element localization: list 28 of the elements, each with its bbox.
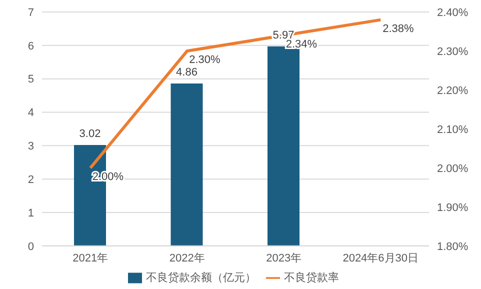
y2-tick-label: 1.90% bbox=[437, 202, 468, 214]
data-label: 2.38% bbox=[382, 22, 414, 35]
y2-tick-label: 2.30% bbox=[437, 46, 468, 58]
y-tick-label: 5 bbox=[28, 74, 34, 86]
x-tick-label: 2022年 bbox=[169, 252, 205, 265]
y2-tick-label: 2.40% bbox=[437, 6, 468, 19]
y2-tick-label: 2.10% bbox=[437, 124, 468, 136]
data-label: 2.30% bbox=[189, 54, 221, 66]
y-tick-label: 6 bbox=[28, 40, 34, 52]
y2-tick-label: 2.20% bbox=[437, 84, 468, 97]
data-label: 3.02 bbox=[79, 128, 101, 140]
y-tick-label: 3 bbox=[28, 140, 34, 153]
y-tick-label: 0 bbox=[28, 240, 34, 253]
legend-label: 不良贷款率 bbox=[284, 272, 339, 284]
y-tick-label: 2 bbox=[28, 174, 34, 186]
legend-label: 不良贷款余额（亿元） bbox=[146, 272, 256, 284]
y-tick-label: 7 bbox=[28, 6, 34, 19]
data-label: 4.86 bbox=[176, 66, 198, 79]
x-tick-label: 2023年 bbox=[266, 252, 302, 265]
x-tick-label: 2024年6月30日 bbox=[342, 252, 419, 265]
x-tick-label: 2021年 bbox=[72, 252, 108, 265]
y2-tick-label: 1.80% bbox=[437, 240, 468, 253]
bar bbox=[170, 84, 203, 246]
y-tick-label: 4 bbox=[28, 107, 34, 120]
data-label: 2.34% bbox=[286, 38, 318, 50]
bar bbox=[268, 46, 300, 246]
y-tick-label: 1 bbox=[28, 207, 34, 220]
y2-tick-label: 2.00% bbox=[437, 162, 468, 175]
